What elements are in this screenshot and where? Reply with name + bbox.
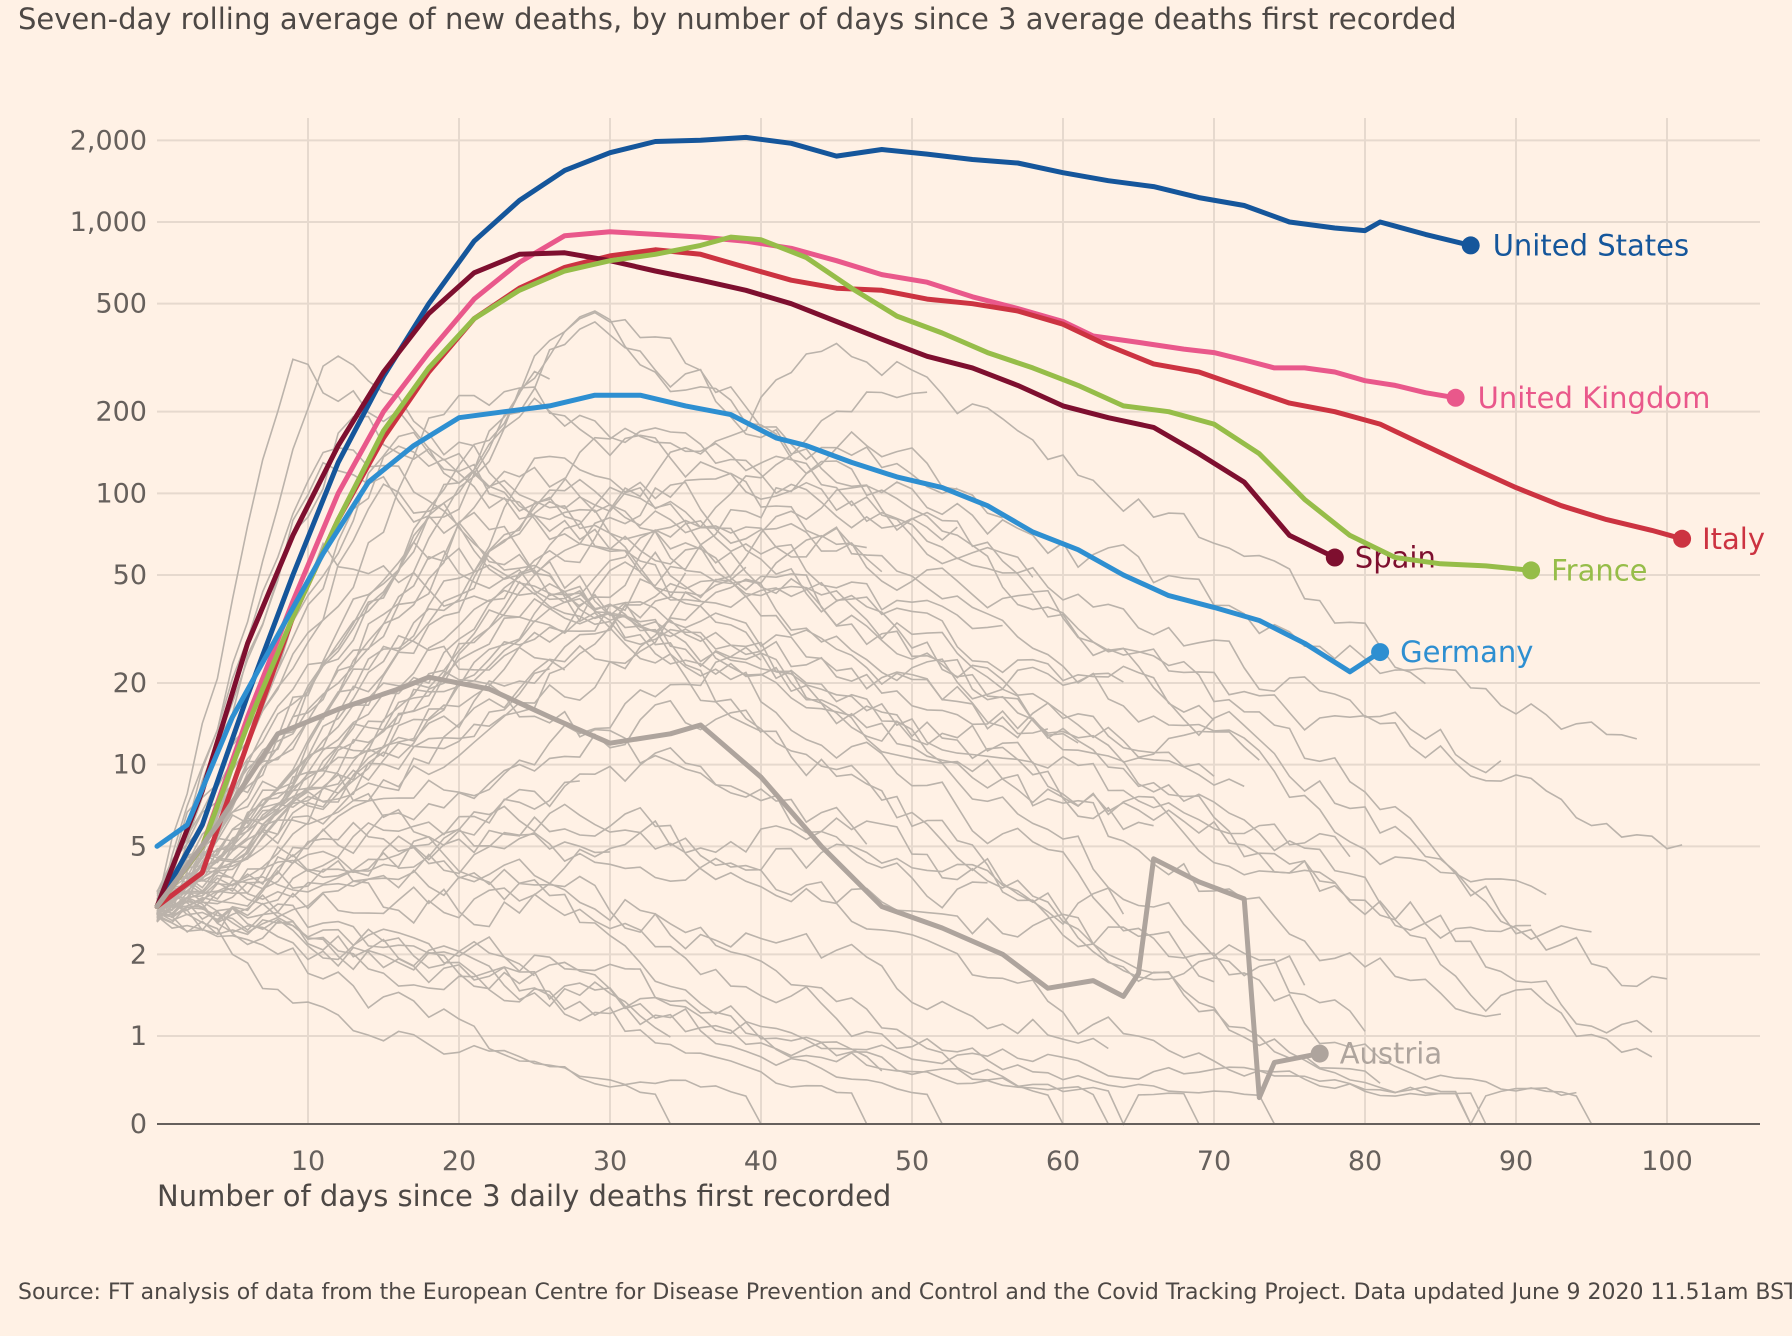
y-tick-label: 5 (130, 831, 147, 862)
background-country-line (156, 827, 1306, 986)
background-country-line (156, 699, 762, 901)
x-tick-label: 20 (442, 1146, 476, 1177)
background-country-line (156, 415, 1245, 915)
series-label: United Kingdom (1478, 381, 1711, 415)
series-label: Italy (1702, 522, 1765, 556)
y-tick-label: 10 (113, 750, 147, 781)
series-line-germany (154, 392, 1383, 849)
series-end-marker (1371, 643, 1390, 662)
background-country-line (156, 746, 868, 916)
background-country-line (156, 446, 1381, 1084)
background-country-line (156, 483, 1652, 1125)
background-country-line (156, 547, 1335, 900)
background-country-line (156, 342, 1426, 923)
background-country-line (156, 572, 687, 902)
background-country-line (156, 481, 1638, 892)
series-line-austria (154, 674, 1323, 1101)
y-tick-label: 100 (95, 478, 147, 509)
background-country-line (156, 311, 958, 911)
background-country-line (156, 780, 580, 909)
y-tick-label: 2 (130, 939, 147, 970)
series-end-marker (1522, 561, 1541, 580)
x-tick-label: 30 (593, 1146, 627, 1177)
background-country-line (156, 427, 1502, 902)
y-tick-label: 1 (130, 1021, 147, 1052)
series-end-marker (1673, 529, 1692, 548)
axes: 0 1 2 5 10 20 50 100 200 500 1,000 2,000 10 20 30 40 50 6… (70, 125, 1760, 1213)
background-country-line (156, 511, 1667, 1125)
background-country-line (156, 358, 1215, 906)
series-line-france (154, 234, 1534, 909)
x-tick-label: 50 (895, 1146, 929, 1177)
background-country-line (156, 478, 1653, 1034)
background-country-line (156, 831, 611, 915)
y-tick-label: 500 (95, 289, 147, 320)
background-country-line (156, 472, 1668, 988)
series-line-spain (154, 250, 1338, 909)
background-country-line (156, 551, 1215, 900)
series-label: France (1551, 553, 1647, 587)
background-country-line (156, 445, 1124, 893)
background-country-line (156, 634, 566, 918)
background-country-line (156, 580, 1532, 940)
background-country-line (156, 806, 1667, 1125)
background-country-line (156, 803, 1125, 926)
grid-lines (157, 118, 1760, 1124)
background-country-line (156, 668, 550, 899)
y-tick-label: 0 (130, 1109, 147, 1140)
x-tick-label: 60 (1046, 1146, 1080, 1177)
background-country-line (156, 540, 1079, 903)
series-label: Austria (1340, 1037, 1442, 1071)
background-country-line (156, 597, 1351, 895)
series-label: United States (1493, 228, 1689, 262)
source-note: Source: FT analysis of data from the Eur… (18, 1280, 1792, 1305)
series-end-marker (1446, 388, 1465, 407)
background-country-line (156, 431, 1366, 1032)
background-country-line (156, 320, 1547, 919)
background-country-line (156, 310, 1592, 941)
chart-title: Seven-day rolling average of new deaths,… (18, 2, 1457, 36)
series-line-italy (154, 247, 1685, 909)
x-tick-label: 10 (291, 1146, 325, 1177)
series-end-marker (1325, 548, 1344, 567)
x-axis-title: Number of days since 3 daily deaths firs… (157, 1179, 891, 1213)
y-tick-label: 1,000 (70, 207, 147, 238)
y-tick-label: 50 (113, 560, 147, 591)
background-country-line (156, 455, 1683, 918)
background-country-line (156, 461, 1502, 1018)
background-country-line (156, 391, 928, 918)
series-label: Germany (1400, 635, 1533, 669)
y-tick-label: 2,000 (70, 125, 147, 156)
background-country-line (156, 541, 1260, 901)
x-tick-label: 70 (1197, 1146, 1231, 1177)
y-tick-label: 20 (113, 668, 147, 699)
background-country-line (156, 386, 1034, 922)
series-line-united-kingdom (154, 229, 1459, 909)
background-country-line (156, 566, 747, 904)
x-tick-label: 40 (744, 1146, 778, 1177)
x-tick-label: 100 (1641, 1146, 1693, 1177)
background-country-line (156, 769, 883, 1072)
x-tick-label: 80 (1348, 1146, 1382, 1177)
background-country-line (156, 370, 550, 894)
background-country-line (156, 903, 535, 977)
series-end-marker (1461, 236, 1480, 255)
background-country-line (156, 896, 1577, 1126)
background-country-line (156, 430, 1003, 896)
x-tick-label: 90 (1499, 1146, 1533, 1177)
y-tick-label: 200 (95, 397, 147, 428)
series-end-marker (1310, 1044, 1329, 1063)
